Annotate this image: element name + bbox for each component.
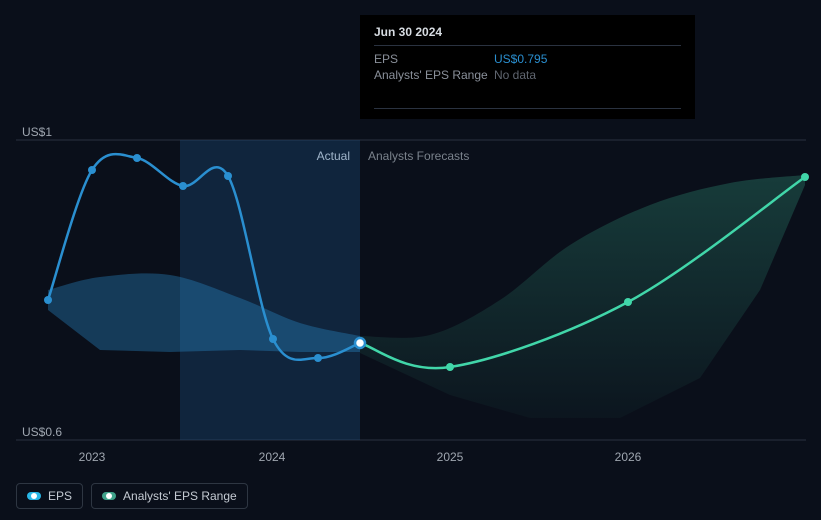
tooltip-row-label: Analysts' EPS Range <box>374 68 494 82</box>
legend-eps[interactable]: EPS <box>16 483 83 509</box>
legend-chip-icon <box>27 492 41 500</box>
legend-chip-icon <box>102 492 116 500</box>
eps-forecast-chart: Jun 30 2024 EPSUS$0.795Analysts' EPS Ran… <box>0 0 821 520</box>
legend-item-label: EPS <box>48 489 72 503</box>
x-axis-label: 2026 <box>615 450 642 464</box>
tooltip-row-label: EPS <box>374 52 494 66</box>
x-axis-label: 2024 <box>259 450 286 464</box>
x-axis-label: 2025 <box>437 450 464 464</box>
tooltip-date: Jun 30 2024 <box>374 25 681 46</box>
legend-item-label: Analysts' EPS Range <box>123 489 237 503</box>
legend-range[interactable]: Analysts' EPS Range <box>91 483 248 509</box>
chart-tooltip: Jun 30 2024 EPSUS$0.795Analysts' EPS Ran… <box>360 15 695 119</box>
tooltip-row: EPSUS$0.795 <box>374 52 681 66</box>
tooltip-divider <box>374 108 681 109</box>
chart-legend: EPS Analysts' EPS Range <box>16 483 248 509</box>
tooltip-row-value: US$0.795 <box>494 52 547 66</box>
tooltip-row: Analysts' EPS RangeNo data <box>374 68 681 82</box>
x-axis-label: 2023 <box>79 450 106 464</box>
tooltip-row-value: No data <box>494 68 536 82</box>
